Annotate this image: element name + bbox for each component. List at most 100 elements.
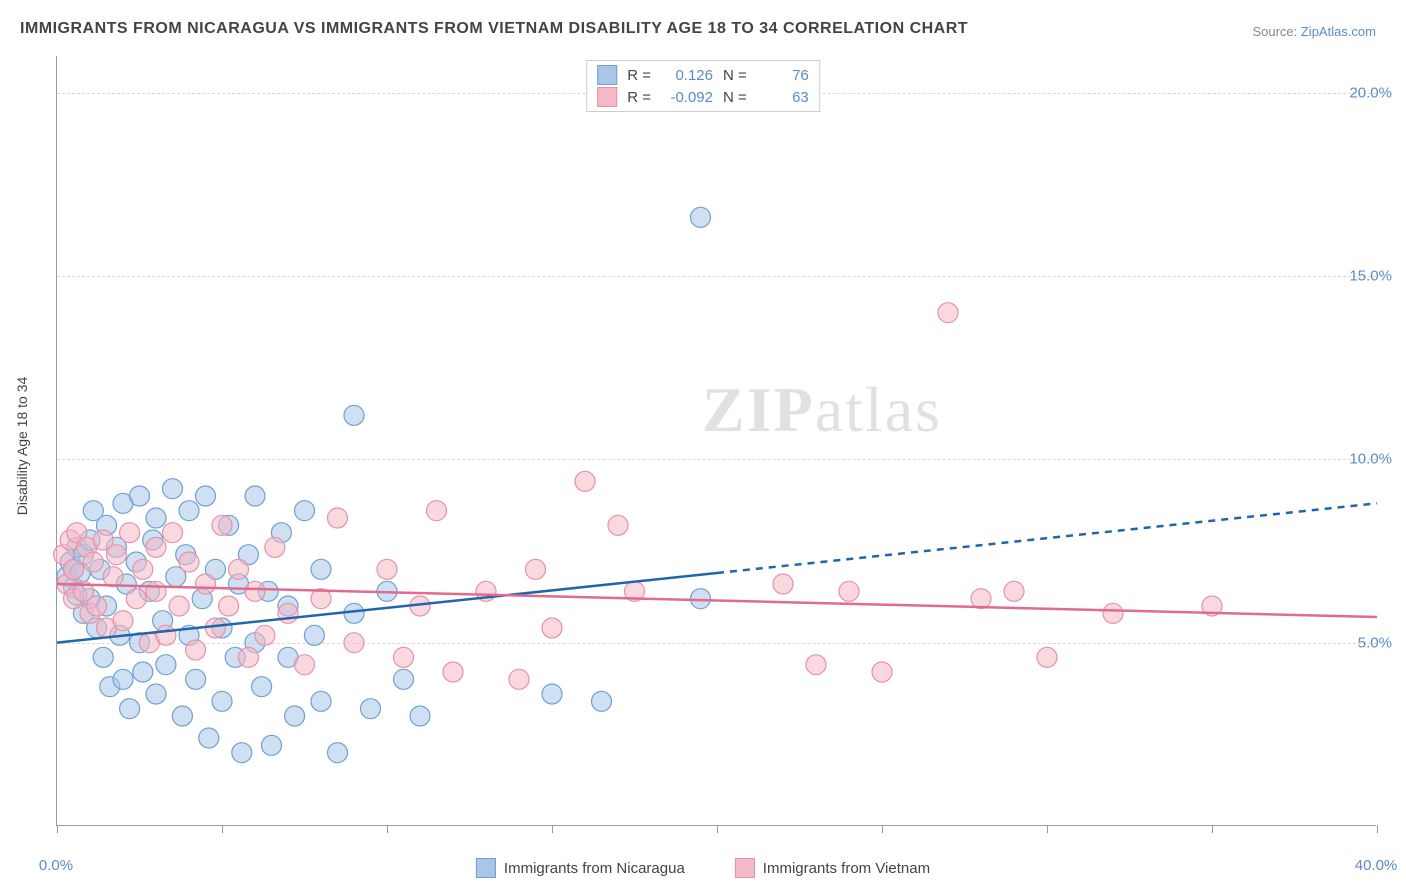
data-point (394, 647, 414, 667)
x-tick-mark (1212, 825, 1213, 833)
x-tick-label: 0.0% (39, 857, 73, 874)
legend-correlation: R = 0.126 N = 76 R = -0.092 N = 63 (586, 60, 820, 112)
x-tick-mark (882, 825, 883, 833)
data-point (146, 684, 166, 704)
n-value: 63 (757, 89, 809, 106)
data-point (238, 647, 258, 667)
data-point (64, 559, 84, 579)
x-tick-mark (222, 825, 223, 833)
data-point (1103, 603, 1123, 623)
data-point (186, 669, 206, 689)
data-point (971, 589, 991, 609)
data-point (113, 669, 133, 689)
data-point (328, 508, 348, 528)
legend-row: R = 0.126 N = 76 (597, 65, 809, 85)
data-point (245, 486, 265, 506)
data-point (255, 625, 275, 645)
n-label: N = (723, 67, 747, 84)
legend-label: Immigrants from Vietnam (763, 860, 930, 877)
y-axis-label: Disability Age 18 to 34 (14, 377, 30, 516)
x-tick-mark (552, 825, 553, 833)
data-point (278, 603, 298, 623)
data-point (394, 669, 414, 689)
legend-item: Immigrants from Vietnam (735, 858, 930, 878)
data-point (344, 633, 364, 653)
data-point (262, 735, 282, 755)
data-point (295, 501, 315, 521)
r-label: R = (627, 89, 651, 106)
legend-swatch (476, 858, 496, 878)
data-point (311, 559, 331, 579)
data-point (295, 655, 315, 675)
data-point (83, 552, 103, 572)
data-point (839, 581, 859, 601)
data-point (212, 691, 232, 711)
data-point (1037, 647, 1057, 667)
data-point (1004, 581, 1024, 601)
data-point (872, 662, 892, 682)
data-point (186, 640, 206, 660)
n-value: 76 (757, 67, 809, 84)
data-point (156, 655, 176, 675)
n-label: N = (723, 89, 747, 106)
data-point (328, 743, 348, 763)
data-point (126, 589, 146, 609)
data-point (120, 523, 140, 543)
data-point (232, 743, 252, 763)
data-point (245, 581, 265, 601)
data-point (196, 574, 216, 594)
data-point (575, 471, 595, 491)
data-point (592, 691, 612, 711)
data-point (179, 552, 199, 572)
data-point (344, 405, 364, 425)
x-tick-mark (717, 825, 718, 833)
r-value: -0.092 (661, 89, 713, 106)
data-point (163, 479, 183, 499)
data-point (304, 625, 324, 645)
data-point (361, 699, 381, 719)
data-point (130, 486, 150, 506)
data-point (265, 537, 285, 557)
data-point (113, 611, 133, 631)
source-link[interactable]: ZipAtlas.com (1301, 24, 1376, 39)
legend-label: Immigrants from Nicaragua (504, 860, 685, 877)
r-value: 0.126 (661, 67, 713, 84)
data-point (87, 596, 107, 616)
legend-swatch (735, 858, 755, 878)
data-point (163, 523, 183, 543)
x-tick-label: 40.0% (1355, 857, 1398, 874)
data-point (608, 515, 628, 535)
data-point (377, 559, 397, 579)
data-point (938, 303, 958, 323)
r-label: R = (627, 67, 651, 84)
x-tick-mark (1047, 825, 1048, 833)
data-point (773, 574, 793, 594)
data-point (252, 677, 272, 697)
data-point (229, 559, 249, 579)
data-point (106, 545, 126, 565)
x-tick-mark (1377, 825, 1378, 833)
data-point (146, 508, 166, 528)
data-point (169, 596, 189, 616)
chart-svg (57, 56, 1376, 825)
legend-item: Immigrants from Nicaragua (476, 858, 685, 878)
x-tick-mark (57, 825, 58, 833)
data-point (806, 655, 826, 675)
trend-line-dashed (717, 503, 1377, 573)
legend-row: R = -0.092 N = 63 (597, 87, 809, 107)
legend-swatch (597, 87, 617, 107)
data-point (205, 618, 225, 638)
data-point (179, 501, 199, 521)
source-prefix: Source: (1252, 24, 1300, 39)
data-point (443, 662, 463, 682)
chart-title: IMMIGRANTS FROM NICARAGUA VS IMMIGRANTS … (20, 20, 968, 38)
data-point (427, 501, 447, 521)
data-point (120, 699, 140, 719)
data-point (344, 603, 364, 623)
legend-series: Immigrants from Nicaragua Immigrants from… (476, 858, 930, 878)
data-point (196, 486, 216, 506)
x-tick-mark (387, 825, 388, 833)
data-point (156, 625, 176, 645)
data-point (199, 728, 219, 748)
data-point (542, 618, 562, 638)
